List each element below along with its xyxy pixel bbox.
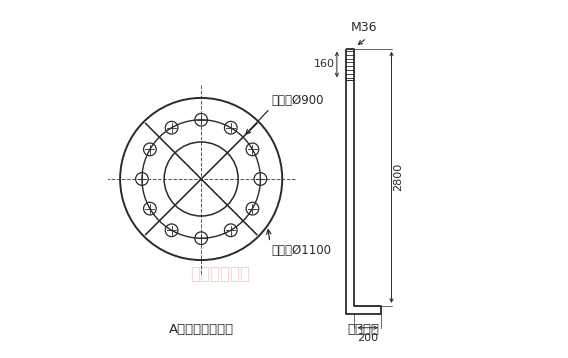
- Text: 160: 160: [314, 59, 335, 69]
- Text: A、法兰盘示意图: A、法兰盘示意图: [169, 323, 234, 336]
- Text: 200: 200: [357, 333, 378, 343]
- Text: 2800: 2800: [393, 163, 403, 192]
- Text: 东莞七度照明: 东莞七度照明: [190, 265, 250, 283]
- Text: M36: M36: [351, 21, 377, 34]
- Text: 法兰盘Ø1100: 法兰盘Ø1100: [272, 244, 332, 257]
- Text: 地脚螺栓: 地脚螺栓: [347, 323, 379, 336]
- Text: 安装距Ø900: 安装距Ø900: [272, 94, 324, 107]
